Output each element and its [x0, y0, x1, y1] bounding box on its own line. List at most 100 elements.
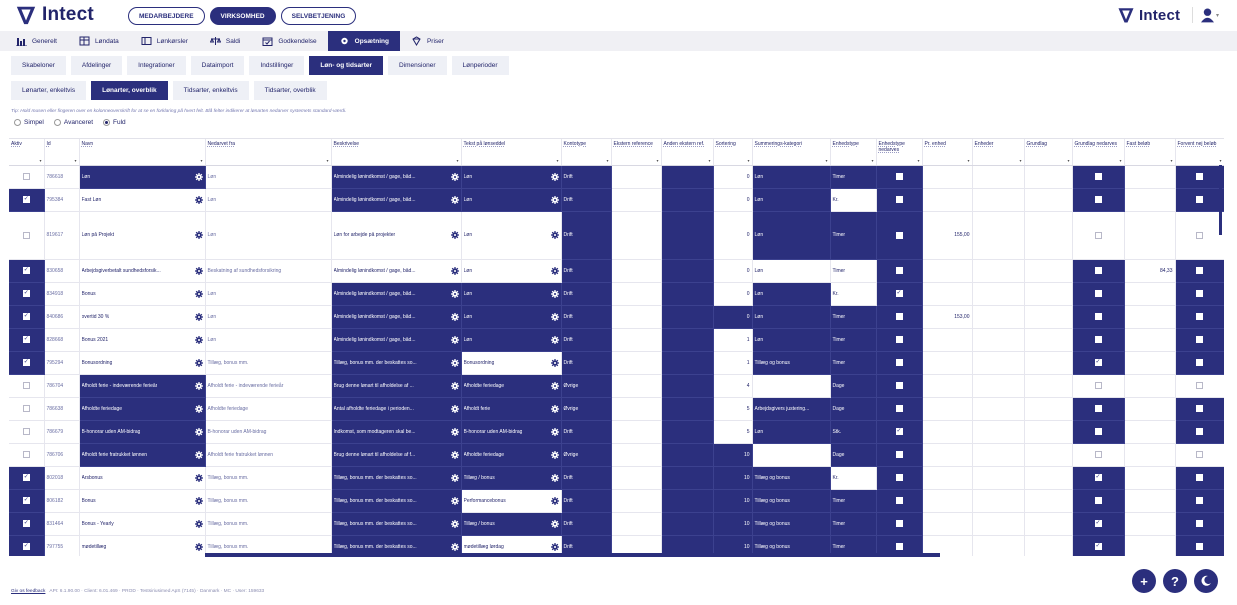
- checkbox[interactable]: [895, 405, 903, 412]
- subtab-4[interactable]: Indstillinger: [249, 56, 305, 75]
- cell-beskrivelse[interactable]: Antal afholdte feriedage i perioden...: [331, 397, 462, 421]
- column-header[interactable]: Pr. enhed ▾: [922, 139, 973, 166]
- checkbox[interactable]: [1196, 497, 1203, 504]
- checkbox[interactable]: [1094, 231, 1102, 239]
- cell-grund_nedarv[interactable]: [1072, 374, 1125, 398]
- cell-enheder[interactable]: [972, 351, 1025, 375]
- cell-aktiv[interactable]: [9, 535, 45, 556]
- cell-id[interactable]: 802018: [44, 466, 80, 490]
- cell-en_nedarv[interactable]: [876, 351, 923, 375]
- gear-icon[interactable]: [194, 289, 203, 298]
- cell-forvent[interactable]: [1175, 535, 1224, 556]
- cell-ekst2[interactable]: [661, 466, 714, 490]
- gear-icon[interactable]: [550, 231, 559, 239]
- filter-icon[interactable]: ▾: [708, 157, 711, 163]
- cell-enhed[interactable]: Timer: [830, 259, 877, 283]
- cell-ekst2[interactable]: [661, 351, 714, 375]
- cell-fast[interactable]: [1124, 512, 1176, 536]
- cell-aktiv[interactable]: [9, 443, 45, 467]
- column-header[interactable]: Beskrivelse ▾: [331, 139, 462, 166]
- cell-tekst[interactable]: Løn: [461, 165, 562, 189]
- cell-navn[interactable]: Bonus: [79, 489, 206, 513]
- cell-id[interactable]: 786706: [44, 443, 80, 467]
- cell-ekst1[interactable]: [611, 489, 662, 513]
- subtab-1[interactable]: Afdelinger: [70, 56, 123, 75]
- checkbox[interactable]: [22, 266, 30, 274]
- cell-tekst[interactable]: Afholdte feriedage: [461, 374, 562, 398]
- column-header[interactable]: Grundlag nedarves ▾: [1072, 139, 1125, 166]
- cell-enheder[interactable]: [972, 466, 1025, 490]
- filter-icon[interactable]: ▾: [1219, 157, 1222, 163]
- gear-icon[interactable]: [550, 519, 559, 528]
- cell-aktiv[interactable]: [9, 512, 45, 536]
- cell-navn[interactable]: Løn på Projekt: [79, 211, 206, 260]
- cell-enheder[interactable]: [972, 188, 1025, 212]
- gear-icon[interactable]: [194, 266, 203, 275]
- cell-tekst[interactable]: Løn: [461, 282, 562, 306]
- cell-navn[interactable]: B-honorar uden AM-bidrag: [79, 420, 206, 444]
- gear-icon[interactable]: [450, 381, 459, 390]
- cell-ekst2[interactable]: [661, 305, 714, 329]
- radio-button[interactable]: [53, 119, 61, 126]
- cell-pr[interactable]: [922, 397, 973, 421]
- cell-nedarvet[interactable]: Afholdte feriedage: [205, 397, 332, 421]
- cell-ekst2[interactable]: [661, 443, 714, 467]
- cell-nedarvet[interactable]: Tillæg, bonus mm.: [205, 466, 332, 490]
- cell-ekst1[interactable]: [611, 165, 662, 189]
- vertical-scrollbar[interactable]: [1219, 165, 1222, 235]
- cell-enheder[interactable]: [972, 397, 1025, 421]
- cell-sum[interactable]: Tillæg og bonus: [752, 512, 831, 536]
- cell-sort[interactable]: 0: [713, 305, 753, 329]
- cell-grundlag[interactable]: [1024, 188, 1073, 212]
- checkbox[interactable]: [1196, 405, 1203, 412]
- cell-nedarvet[interactable]: Løn: [205, 328, 332, 352]
- filter-icon[interactable]: ▾: [1119, 157, 1122, 163]
- cell-aktiv[interactable]: [9, 489, 45, 513]
- cell-beskrivelse[interactable]: Løn for arbejde på projekter: [331, 211, 462, 260]
- nav-tab-løndata[interactable]: Løndata: [68, 31, 130, 51]
- gear-icon[interactable]: [450, 496, 459, 505]
- subtab-0[interactable]: Lønarter, enkeltvis: [11, 81, 87, 100]
- cell-pr[interactable]: [922, 259, 973, 283]
- checkbox[interactable]: [22, 289, 30, 297]
- table-row[interactable]: 802018 Årsbonus Tillæg, bonus mm. Tillæg, b…: [9, 466, 1224, 490]
- gear-icon[interactable]: [550, 266, 559, 275]
- filter-icon[interactable]: ▾: [825, 157, 828, 163]
- cell-fast[interactable]: [1124, 211, 1176, 260]
- cell-ekst2[interactable]: [661, 211, 714, 260]
- cell-en_nedarv[interactable]: [876, 397, 923, 421]
- cell-enheder[interactable]: [972, 282, 1025, 306]
- checkbox[interactable]: [895, 543, 903, 550]
- filter-icon[interactable]: ▾: [556, 157, 559, 163]
- checkbox[interactable]: [22, 428, 30, 435]
- gear-icon[interactable]: [450, 172, 459, 181]
- filter-icon[interactable]: ▾: [1019, 157, 1022, 163]
- app-logo[interactable]: Intect: [15, 4, 94, 26]
- table-row[interactable]: 786704 Afholdt ferie - indeværende ferieå…: [9, 374, 1224, 398]
- cell-forvent[interactable]: [1175, 259, 1224, 283]
- cell-grund_nedarv[interactable]: [1072, 535, 1125, 556]
- cell-grundlag[interactable]: [1024, 466, 1073, 490]
- filter-icon[interactable]: ▾: [74, 157, 77, 163]
- table-row[interactable]: 786679 B-honorar uden AM-bidrag B-honorar …: [9, 420, 1224, 444]
- checkbox[interactable]: [895, 520, 903, 527]
- cell-beskrivelse[interactable]: Almindelig lønindkomst / gage, båd...: [331, 165, 462, 189]
- checkbox[interactable]: [1094, 542, 1102, 550]
- cell-navn[interactable]: Årsbonus: [79, 466, 206, 490]
- cell-ekst2[interactable]: [661, 259, 714, 283]
- checkbox[interactable]: [1094, 290, 1102, 297]
- cell-pr[interactable]: [922, 535, 973, 556]
- cell-sort[interactable]: 10: [713, 489, 753, 513]
- cell-nedarvet[interactable]: Løn: [205, 165, 332, 189]
- cell-id[interactable]: 786618: [44, 165, 80, 189]
- nav-tab-opsætning[interactable]: Opsætning: [327, 31, 400, 51]
- column-header[interactable]: Ekstern reference ▾: [611, 139, 662, 166]
- cell-fast[interactable]: [1124, 165, 1176, 189]
- gear-icon[interactable]: [194, 542, 203, 551]
- module-pill-medarbejdere[interactable]: MEDARBEJDERE: [128, 7, 205, 25]
- table-row[interactable]: 806182 Bonus Tillæg, bonus mm. Tillæg, bonu…: [9, 489, 1224, 513]
- cell-ekst1[interactable]: [611, 188, 662, 212]
- cell-ekst2[interactable]: [661, 512, 714, 536]
- cell-grundlag[interactable]: [1024, 489, 1073, 513]
- gear-icon[interactable]: [450, 266, 459, 275]
